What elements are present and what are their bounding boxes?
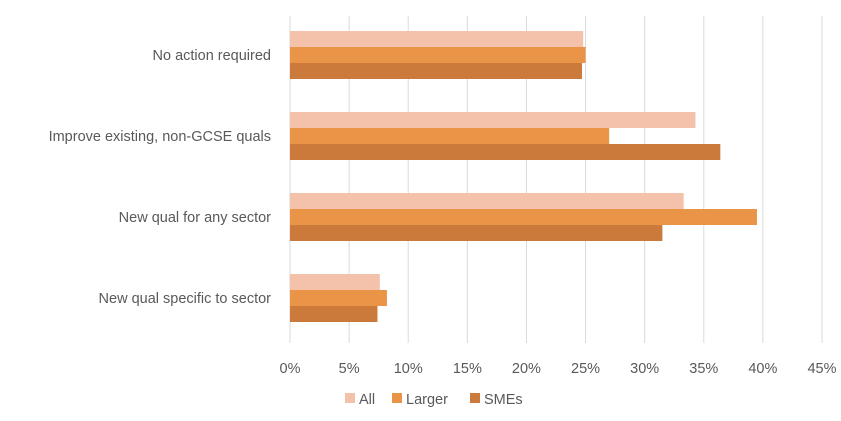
x-tick-labels: 0% 5% 10% 15% 20% 25% 30% 35% 40% 45%	[280, 361, 837, 377]
bar-smes	[290, 63, 583, 79]
x-tick-label: 0%	[280, 361, 301, 377]
legend-label-smes: SMEs	[484, 392, 523, 408]
x-tick-label: 20%	[512, 361, 541, 377]
bar-all	[290, 274, 380, 290]
x-tick-label: 30%	[630, 361, 659, 377]
category-label: No action required	[153, 48, 272, 64]
bar-larger	[290, 47, 586, 63]
bar-all	[290, 112, 696, 128]
x-tick-label: 45%	[807, 361, 836, 377]
bar-all	[290, 193, 684, 209]
legend-swatch-larger	[392, 393, 402, 403]
x-tick-label: 15%	[453, 361, 482, 377]
bar-larger	[290, 209, 757, 225]
x-tick-label: 25%	[571, 361, 600, 377]
category-label: New qual for any sector	[119, 210, 271, 226]
bar-smes	[290, 225, 663, 241]
bars	[290, 31, 757, 322]
legend-swatch-smes	[470, 393, 480, 403]
bar-all	[290, 31, 584, 47]
category-label: New qual specific to sector	[99, 291, 272, 307]
category-label: Improve existing, non-GCSE quals	[49, 129, 271, 145]
legend-label-all: All	[359, 392, 375, 408]
category-labels: No action required Improve existing, non-…	[49, 48, 272, 307]
bar-smes	[290, 144, 721, 160]
x-tick-label: 5%	[339, 361, 360, 377]
x-tick-label: 35%	[689, 361, 718, 377]
bar-smes	[290, 306, 378, 322]
x-tick-label: 10%	[394, 361, 423, 377]
legend-swatch-all	[345, 393, 355, 403]
legend-label-larger: Larger	[406, 392, 448, 408]
bar-larger	[290, 128, 610, 144]
legend: All Larger SMEs	[345, 392, 523, 408]
x-tick-label: 40%	[748, 361, 777, 377]
bar-larger	[290, 290, 387, 306]
